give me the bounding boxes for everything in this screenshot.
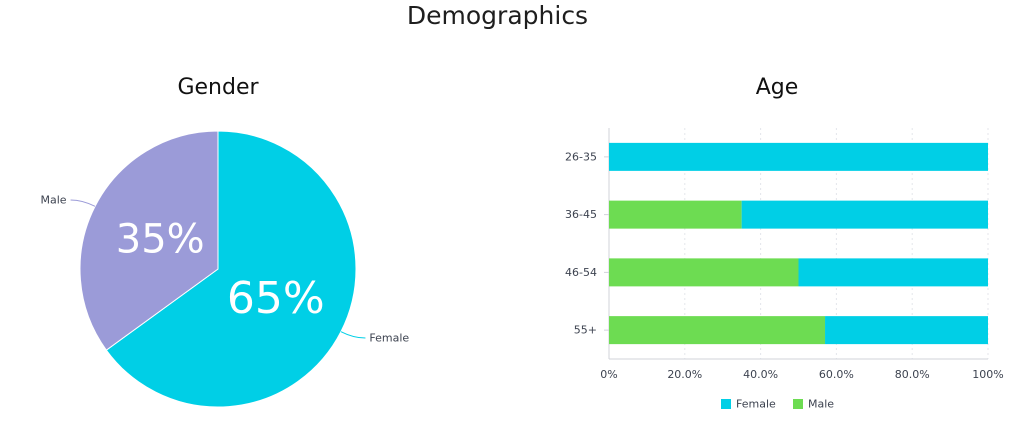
bar-female-46-54 [798,258,988,287]
bar-male-46-54 [609,258,799,287]
bar-female-26-35 [609,142,988,171]
x-tick-label: 0% [600,368,617,381]
legend-label-female: Female [736,398,776,411]
bar-female-55+ [825,316,988,345]
legend-label-male: Male [808,398,834,411]
legend-swatch-female [721,399,731,409]
pie-callout-line-female [340,331,366,339]
y-tick-label: 36-45 [565,208,597,221]
x-tick-label: 60.0% [819,368,854,381]
x-tick-label: 20.0% [667,368,702,381]
x-tick-label: 80.0% [895,368,930,381]
pie-callout-line-male [70,199,96,207]
x-tick-label: 100% [972,368,1003,381]
age-chart-title: Age [756,75,799,100]
y-tick-label: 55+ [574,324,597,337]
gender-chart-title: Gender [177,75,259,100]
bar-male-36-45 [609,200,742,229]
gender-pie-chart: Gender 65% Female 35% Male [41,75,409,408]
bar-female-36-45 [741,200,988,229]
pie-value-label-female: 65% [227,273,325,324]
y-tick-label: 26-35 [565,150,597,163]
bar-male-55+ [609,316,826,345]
pie-callout-label-male: Male [41,193,67,206]
x-tick-label: 40.0% [743,368,778,381]
pie-value-label-male: 35% [116,217,205,263]
pie-slice-male [79,130,219,351]
pie-callout-label-female: Female [369,332,409,345]
legend-swatch-male [793,399,803,409]
page-title: Demographics [406,1,589,30]
y-tick-label: 46-54 [565,266,597,279]
age-bar-chart: Age 0% 20.0% 40.0% 60.0% 80.0% 100% 26-35 36-45… [565,75,1004,411]
